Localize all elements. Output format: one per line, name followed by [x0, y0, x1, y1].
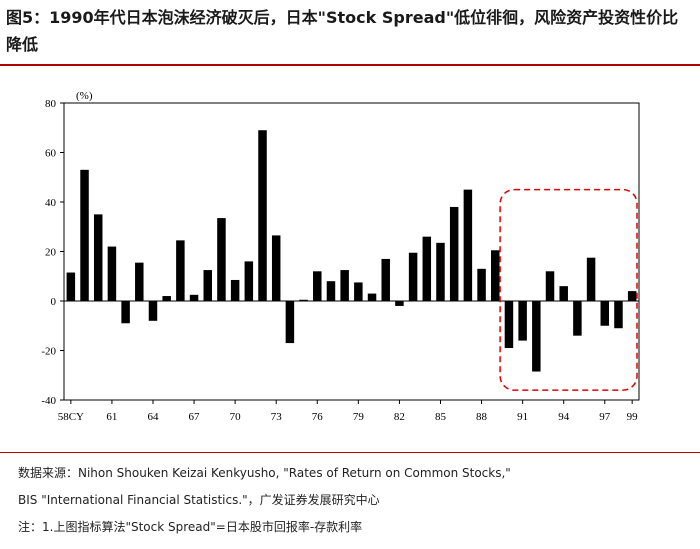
bar-77: [326, 281, 336, 301]
chart-title: 图5：1990年代日本泡沫经济破灭后，日本"Stock Spread"低位徘徊，…: [6, 8, 679, 54]
bar-65: [162, 296, 171, 301]
bar-74: [285, 301, 295, 344]
bar-88: [477, 268, 486, 301]
x-tick-label: 76: [312, 411, 324, 423]
bar-66: [176, 240, 185, 301]
bar-73: [271, 235, 281, 301]
bar-79: [354, 282, 363, 301]
bar-67: [189, 294, 199, 301]
bar-83: [408, 252, 418, 301]
bar-80: [367, 293, 377, 301]
y-tick-label: -40: [41, 395, 56, 407]
stock-spread-bar-chart: -40 -20 0 20 40 60 80 58CY 61 64 67 70 73 76 79 82 85 88…: [41, 90, 640, 423]
bar-71: [244, 261, 254, 301]
x-tick-label: 82: [394, 411, 405, 423]
x-tick-label: 91: [517, 411, 528, 423]
note-line: 注：1.上图指标算法"Stock Spread"=日本股市回报率-存款利率: [18, 520, 363, 534]
x-tick-label: 73: [271, 411, 283, 423]
y-tick-label: -20: [41, 346, 56, 358]
chart-area: -40 -20 0 20 40 60 80 58CY 61 64 67 70 73 76 79 82 85 88…: [0, 68, 700, 448]
x-tick-label: 97: [599, 411, 611, 423]
bar-95: [573, 301, 582, 336]
bar-99: [627, 291, 637, 301]
y-tick-label: 0: [51, 296, 57, 308]
bar-84: [422, 236, 432, 301]
bar-94: [559, 286, 568, 301]
bar-81: [381, 258, 390, 301]
y-tick-label: 20: [45, 247, 57, 259]
x-tick-label: 58CY: [58, 411, 84, 423]
bar-58CY: [66, 272, 76, 301]
bar-87: [463, 189, 473, 302]
bar-75: [299, 299, 308, 301]
x-tick-label: 61: [106, 411, 117, 423]
bar-64: [148, 301, 158, 321]
bar-85: [436, 242, 445, 301]
y-tick-label: 60: [45, 148, 57, 160]
bar-76: [313, 271, 322, 301]
source-line: 数据来源：Nihon Shouken Keizai Kenkyusho, "Ra…: [18, 466, 511, 480]
plot-frame: [63, 102, 640, 401]
bar-97: [600, 301, 610, 326]
x-tick-label: 79: [353, 411, 365, 423]
y-tick-label: 40: [45, 197, 57, 209]
bar-60: [93, 214, 103, 302]
bar-68: [203, 270, 212, 301]
bar-70: [230, 279, 240, 301]
source-divider: [0, 452, 700, 453]
bar-93: [545, 271, 555, 301]
x-tick-label: 85: [435, 411, 447, 423]
y-tick-label: 80: [45, 98, 57, 110]
bar-92: [532, 301, 541, 372]
bar-98: [614, 301, 623, 329]
bar-96: [586, 257, 596, 301]
y-axis-unit-label: (%): [76, 90, 93, 102]
x-tick-label: 70: [230, 411, 242, 423]
x-tick-label: 94: [558, 411, 570, 423]
x-tick-label: 99: [627, 411, 639, 423]
x-tick-label: 67: [189, 411, 201, 423]
bar-78: [340, 270, 349, 301]
bar-90: [504, 301, 514, 349]
bar-61: [107, 246, 117, 301]
bar-69: [217, 218, 226, 301]
bar-91: [518, 301, 527, 341]
bar-89: [491, 250, 500, 301]
source-notes: 数据来源：Nihon Shouken Keizai Kenkyusho, "Ra…: [18, 460, 688, 541]
title-divider: [0, 64, 700, 66]
bar-82: [395, 301, 404, 306]
highlight-box: [499, 188, 638, 391]
bar-63: [135, 262, 144, 301]
bar-72: [258, 130, 267, 301]
bar-62: [121, 301, 130, 324]
source-line: BIS "International Financial Statistics.…: [18, 493, 380, 507]
x-tick-label: 88: [476, 411, 488, 423]
bar-59: [80, 169, 89, 302]
bar-86: [449, 206, 459, 301]
x-tick-label: 64: [147, 411, 159, 423]
